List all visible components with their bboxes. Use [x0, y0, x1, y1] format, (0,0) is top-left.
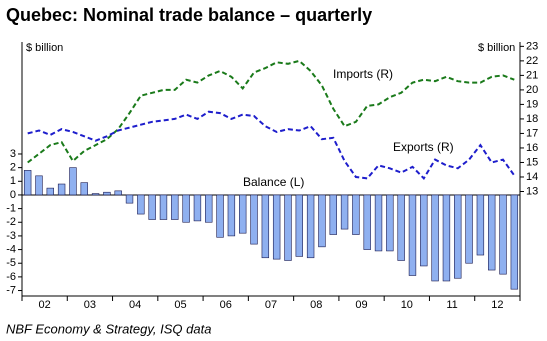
y-tick-label: -2	[6, 216, 16, 228]
y-tick-label: 1	[10, 175, 16, 187]
bar	[91, 193, 100, 196]
bar	[148, 194, 156, 220]
bar	[46, 187, 54, 196]
y-tick-label: 0	[10, 189, 16, 201]
bar	[340, 194, 349, 230]
bar	[250, 194, 258, 245]
y2-tick-label: 16	[526, 142, 538, 154]
bar	[318, 194, 326, 248]
x-tick-label: 05	[174, 299, 186, 311]
bar	[57, 183, 66, 196]
bar	[182, 194, 190, 223]
x-tick-label: 07	[265, 299, 277, 311]
y2-tick-label: 17	[526, 127, 538, 139]
bar	[284, 194, 292, 261]
series-label: Exports (R)	[393, 140, 454, 154]
bar	[442, 194, 451, 282]
y2-tick-label: 15	[526, 156, 538, 168]
y-tick-label: -1	[6, 203, 16, 215]
y-tick-label: -6	[6, 271, 16, 283]
bar	[239, 194, 247, 234]
source: NBF Economy & Strategy, ISQ data	[6, 321, 211, 336]
bar	[408, 194, 417, 276]
x-tick-label: 06	[220, 299, 232, 311]
y-tick-label: -5	[6, 257, 16, 269]
bar	[386, 194, 394, 252]
line	[27, 59, 515, 164]
bar	[103, 191, 111, 196]
bar	[193, 194, 202, 222]
x-tick-label: 03	[84, 299, 96, 311]
y2-tick-label: 14	[526, 171, 538, 183]
bar	[80, 182, 88, 196]
bar	[397, 194, 405, 261]
bar	[114, 190, 122, 196]
y-tick-label: 2	[10, 162, 16, 174]
bar	[159, 194, 168, 220]
bar	[329, 194, 337, 235]
y-tick-label: -7	[6, 284, 16, 296]
bar	[488, 194, 496, 271]
bar	[227, 194, 236, 237]
bar	[306, 194, 315, 259]
x-tick-label: 02	[39, 299, 51, 311]
bar	[295, 194, 303, 257]
y2-axis-label: $ billion	[478, 42, 515, 54]
bar	[69, 167, 77, 196]
y2-tick-label: 18	[526, 113, 538, 125]
x-tick-label: 04	[129, 299, 141, 311]
x-tick-label: 10	[401, 299, 413, 311]
bar	[216, 194, 224, 238]
y2-tick-label: 23	[526, 40, 538, 52]
bar	[420, 194, 428, 267]
series-label: Balance (L)	[243, 175, 304, 189]
bar	[261, 194, 270, 259]
x-tick-label: 11	[446, 299, 457, 311]
y2-tick-label: 22	[526, 55, 538, 67]
bar	[125, 194, 134, 204]
bar	[363, 194, 371, 250]
bar	[23, 170, 32, 196]
y-tick-label: 3	[10, 148, 16, 160]
series-label: Imports (R)	[333, 67, 393, 81]
y2-tick-label: 20	[526, 84, 538, 96]
y-tick-label: -3	[6, 230, 16, 242]
y-tick-label: -4	[6, 243, 16, 255]
bar	[272, 194, 281, 260]
bar	[35, 175, 43, 196]
bar	[205, 194, 213, 223]
bar	[352, 194, 360, 235]
bar	[465, 194, 473, 264]
bar	[431, 194, 439, 282]
chart-title: Quebec: Nominal trade balance – quarterl…	[6, 5, 372, 25]
x-tick-label: 09	[355, 299, 367, 311]
bar	[510, 194, 519, 290]
bar	[374, 194, 383, 252]
y2-tick-label: 19	[526, 98, 538, 110]
x-tick-label: 08	[310, 299, 322, 311]
y2-tick-label: 21	[526, 69, 538, 81]
bar	[499, 194, 507, 275]
bar	[171, 194, 179, 220]
y2-tick-label: 13	[526, 185, 538, 197]
bar	[454, 194, 462, 279]
bar	[137, 194, 145, 215]
y-axis-label: $ billion	[26, 42, 63, 54]
bar	[476, 194, 485, 256]
x-tick-label: 12	[491, 299, 503, 311]
